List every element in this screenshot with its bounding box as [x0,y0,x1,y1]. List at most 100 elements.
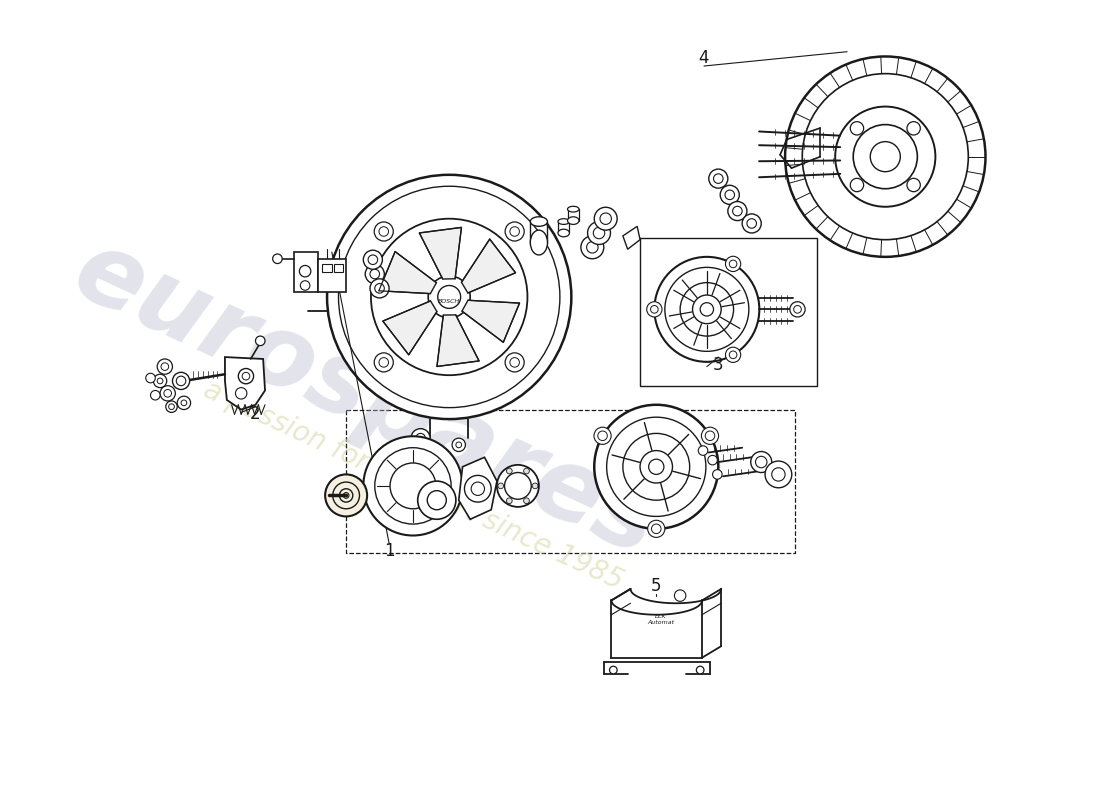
Circle shape [680,282,734,336]
Circle shape [850,178,864,192]
Polygon shape [437,315,478,366]
Circle shape [374,222,394,241]
Circle shape [235,387,246,399]
Circle shape [327,174,571,419]
Circle shape [161,386,175,401]
Circle shape [151,390,161,400]
Circle shape [702,427,718,444]
Circle shape [532,483,538,489]
Polygon shape [419,227,462,279]
Circle shape [510,226,519,236]
Polygon shape [226,357,265,410]
Circle shape [648,520,664,538]
Circle shape [428,276,470,318]
Circle shape [674,590,686,602]
Circle shape [153,374,167,387]
Circle shape [647,302,662,317]
Bar [318,258,346,292]
Circle shape [173,372,189,390]
Circle shape [177,396,190,410]
Circle shape [333,482,360,509]
Circle shape [375,448,451,524]
Circle shape [594,427,612,444]
Circle shape [438,286,461,308]
Ellipse shape [530,230,548,255]
Circle shape [609,666,617,674]
Circle shape [594,207,617,230]
Text: ELK
Automat: ELK Automat [648,614,674,625]
Circle shape [835,106,935,206]
Circle shape [649,459,664,474]
Circle shape [524,468,529,474]
Circle shape [370,279,389,298]
Text: eurospares: eurospares [58,222,672,578]
Polygon shape [462,300,519,342]
Circle shape [726,347,740,362]
Text: 4: 4 [698,50,710,67]
Circle shape [368,255,377,265]
Circle shape [698,446,707,455]
Ellipse shape [568,206,579,212]
Circle shape [182,400,187,406]
Circle shape [168,404,175,410]
Bar [333,265,343,272]
Circle shape [411,429,430,448]
Circle shape [390,463,436,509]
Circle shape [664,267,749,351]
Circle shape [498,483,504,489]
Circle shape [623,434,690,500]
Circle shape [766,461,792,488]
Circle shape [726,256,740,271]
Circle shape [594,405,718,529]
Circle shape [650,306,658,313]
Circle shape [273,254,283,263]
Circle shape [701,302,714,316]
Circle shape [772,468,785,481]
Circle shape [707,455,717,465]
Circle shape [802,74,968,240]
Circle shape [593,227,605,238]
Circle shape [340,489,353,502]
Circle shape [600,213,612,225]
Circle shape [693,295,722,324]
Circle shape [418,481,455,519]
Circle shape [790,302,805,317]
Circle shape [908,178,921,192]
Text: 1: 1 [384,542,395,560]
Circle shape [854,125,917,189]
Circle shape [713,470,722,479]
Circle shape [733,206,742,216]
Circle shape [747,218,757,228]
Circle shape [166,401,177,413]
Circle shape [720,186,739,204]
Polygon shape [623,226,640,250]
Circle shape [300,281,310,290]
Circle shape [464,475,492,502]
Circle shape [471,482,484,495]
Circle shape [242,372,250,380]
Circle shape [161,362,168,370]
Circle shape [505,473,531,499]
Circle shape [708,169,728,188]
Text: BOSCH: BOSCH [438,299,460,304]
Circle shape [339,186,560,408]
Circle shape [370,270,379,279]
Polygon shape [383,301,437,354]
Circle shape [729,351,737,358]
Circle shape [729,260,737,268]
Ellipse shape [530,217,548,226]
Circle shape [375,283,384,293]
Ellipse shape [558,218,570,225]
Circle shape [157,378,163,384]
Circle shape [374,353,394,372]
Text: 5: 5 [651,577,661,595]
Polygon shape [459,458,497,519]
Circle shape [742,214,761,233]
Circle shape [379,226,388,236]
Circle shape [455,442,462,448]
Circle shape [640,450,672,483]
Circle shape [785,57,986,257]
Circle shape [587,222,610,245]
Circle shape [586,242,598,253]
Polygon shape [378,251,437,294]
